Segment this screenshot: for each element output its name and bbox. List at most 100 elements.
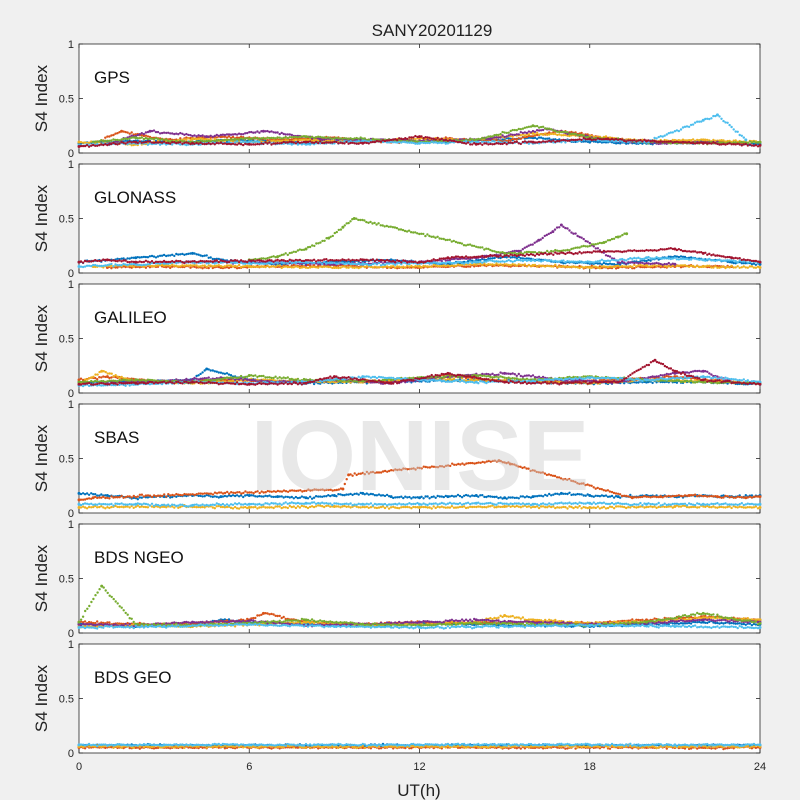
data-point bbox=[83, 141, 87, 144]
data-point bbox=[339, 228, 343, 231]
data-point bbox=[734, 260, 737, 263]
data-point bbox=[167, 139, 170, 143]
data-point bbox=[402, 140, 405, 143]
data-point bbox=[252, 136, 255, 140]
data-point bbox=[436, 258, 439, 262]
data-point bbox=[262, 142, 265, 146]
data-point bbox=[136, 139, 139, 142]
data-point bbox=[231, 265, 235, 268]
data-point bbox=[209, 264, 212, 267]
data-point bbox=[270, 259, 273, 262]
data-point bbox=[104, 264, 107, 267]
data-point bbox=[568, 133, 571, 136]
data-point bbox=[185, 253, 188, 256]
data-point bbox=[533, 141, 537, 144]
data-point bbox=[750, 263, 754, 266]
data-point bbox=[736, 265, 739, 268]
data-point bbox=[414, 142, 417, 145]
data-point bbox=[420, 135, 423, 138]
data-point bbox=[531, 124, 535, 128]
data-point bbox=[550, 265, 553, 268]
data-point bbox=[693, 142, 697, 145]
data-point bbox=[704, 138, 707, 141]
data-point bbox=[323, 265, 326, 268]
data-point bbox=[136, 141, 139, 145]
data-point bbox=[568, 249, 571, 252]
data-point bbox=[148, 142, 152, 145]
data-point bbox=[732, 139, 735, 142]
data-point bbox=[519, 253, 522, 256]
data-point bbox=[689, 139, 693, 142]
data-point bbox=[124, 259, 127, 262]
data-point bbox=[487, 143, 490, 146]
data-point bbox=[112, 138, 115, 141]
data-point bbox=[258, 131, 261, 134]
data-point bbox=[345, 262, 348, 265]
data-point bbox=[533, 254, 537, 257]
data-point bbox=[450, 256, 454, 259]
data-point bbox=[604, 250, 608, 253]
data-point bbox=[454, 140, 458, 143]
data-point bbox=[404, 141, 407, 144]
data-point bbox=[541, 128, 545, 132]
data-point bbox=[201, 260, 204, 263]
data-point bbox=[144, 134, 148, 137]
data-point bbox=[268, 141, 271, 144]
data-point bbox=[546, 133, 549, 137]
data-point bbox=[525, 126, 529, 129]
data-point bbox=[667, 247, 670, 250]
data-point bbox=[458, 256, 462, 259]
data-point bbox=[118, 264, 121, 267]
data-point bbox=[566, 248, 569, 252]
data-point bbox=[126, 257, 129, 260]
data-point bbox=[308, 140, 312, 143]
data-point bbox=[311, 244, 314, 247]
data-point bbox=[625, 250, 628, 253]
data-point bbox=[649, 259, 652, 262]
data-point bbox=[610, 237, 614, 241]
data-point bbox=[590, 138, 593, 142]
data-point bbox=[537, 253, 541, 256]
data-point bbox=[233, 141, 237, 144]
data-point bbox=[197, 140, 200, 144]
data-point bbox=[128, 137, 131, 140]
data-point bbox=[519, 137, 522, 140]
data-point bbox=[319, 265, 322, 268]
data-point bbox=[414, 265, 417, 268]
data-point bbox=[513, 128, 516, 132]
data-point bbox=[375, 266, 379, 269]
data-point bbox=[503, 263, 506, 266]
data-point bbox=[758, 143, 762, 147]
data-point bbox=[511, 251, 514, 255]
data-point bbox=[473, 138, 476, 142]
data-point bbox=[631, 265, 634, 268]
data-point bbox=[663, 134, 666, 137]
data-point bbox=[550, 138, 553, 141]
data-point bbox=[621, 250, 624, 254]
data-point bbox=[602, 265, 606, 268]
data-point bbox=[298, 266, 302, 270]
data-point bbox=[266, 129, 269, 133]
data-point bbox=[339, 137, 342, 140]
data-point bbox=[278, 264, 281, 267]
data-point bbox=[409, 231, 413, 234]
data-point bbox=[513, 138, 516, 141]
data-point bbox=[349, 137, 352, 140]
data-point bbox=[689, 258, 693, 261]
data-point bbox=[675, 381, 679, 384]
data-point bbox=[274, 140, 277, 143]
data-point bbox=[527, 253, 531, 257]
data-point bbox=[535, 129, 539, 132]
data-point bbox=[331, 261, 334, 265]
data-point bbox=[428, 141, 431, 145]
data-point bbox=[308, 245, 312, 249]
data-point bbox=[742, 141, 745, 144]
data-point bbox=[647, 265, 650, 268]
data-point bbox=[209, 256, 212, 259]
data-point bbox=[148, 140, 152, 143]
data-point bbox=[398, 139, 401, 142]
data-point bbox=[430, 140, 433, 143]
data-point bbox=[728, 123, 731, 127]
data-point bbox=[683, 139, 687, 142]
